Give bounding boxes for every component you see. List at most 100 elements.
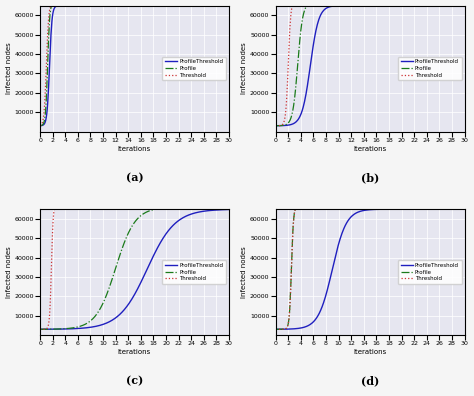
- Profile: [60, 326, 65, 331]
- Profile: [273, 327, 279, 332]
- Threshold: [175, 1, 181, 6]
- ProfileThreshold: [175, 3, 181, 8]
- ProfileThreshold: [37, 327, 43, 332]
- Threshold: [462, 204, 467, 209]
- Profile: [156, 0, 162, 5]
- Profile: [410, 0, 416, 5]
- Line: ProfileThreshold: ProfileThreshold: [276, 6, 465, 126]
- Line: Profile: Profile: [276, 3, 465, 126]
- Threshold: [273, 123, 279, 128]
- Profile: [392, 204, 398, 209]
- Threshold: [156, 1, 162, 6]
- Threshold: [37, 123, 43, 128]
- Profile: [296, 53, 301, 58]
- Threshold: [410, 204, 416, 209]
- Profile: [226, 205, 232, 209]
- Threshold: [60, 1, 65, 6]
- ProfileThreshold: [174, 3, 180, 8]
- Text: (a): (a): [126, 172, 143, 183]
- Profile: [60, 0, 65, 5]
- ProfileThreshold: [410, 207, 416, 211]
- ProfileThreshold: [99, 3, 105, 8]
- ProfileThreshold: [409, 3, 415, 8]
- ProfileThreshold: [334, 247, 340, 251]
- Profile: [83, 0, 89, 5]
- Profile: [335, 204, 340, 209]
- X-axis label: Iterations: Iterations: [354, 146, 387, 152]
- ProfileThreshold: [112, 3, 118, 8]
- Threshold: [156, 202, 162, 207]
- ProfileThreshold: [112, 316, 118, 321]
- Threshold: [330, 0, 336, 3]
- Line: ProfileThreshold: ProfileThreshold: [40, 6, 229, 126]
- X-axis label: Iterations: Iterations: [354, 349, 387, 355]
- Profile: [175, 0, 181, 5]
- Line: Threshold: Threshold: [40, 3, 229, 126]
- Threshold: [348, 0, 354, 3]
- ProfileThreshold: [156, 243, 162, 248]
- ProfileThreshold: [226, 207, 232, 212]
- Threshold: [410, 204, 415, 209]
- Profile: [174, 0, 180, 5]
- Profile: [334, 0, 340, 5]
- ProfileThreshold: [410, 3, 416, 8]
- Threshold: [392, 0, 398, 3]
- Profile: [99, 0, 105, 5]
- Threshold: [410, 0, 416, 3]
- ProfileThreshold: [409, 207, 415, 211]
- Profile: [410, 204, 415, 209]
- ProfileThreshold: [60, 327, 65, 331]
- Line: ProfileThreshold: ProfileThreshold: [40, 209, 229, 329]
- ProfileThreshold: [296, 117, 301, 122]
- ProfileThreshold: [392, 207, 397, 211]
- ProfileThreshold: [273, 123, 279, 128]
- Profile: [326, 204, 332, 209]
- Profile: [156, 206, 162, 211]
- Threshold: [37, 327, 43, 332]
- Profile: [174, 205, 180, 210]
- Profile: [112, 268, 118, 273]
- Threshold: [296, 204, 301, 209]
- Threshold: [335, 0, 340, 3]
- Threshold: [392, 204, 398, 209]
- Profile: [112, 0, 118, 5]
- Threshold: [112, 1, 118, 6]
- Threshold: [226, 202, 232, 207]
- Threshold: [462, 0, 467, 3]
- Y-axis label: Infected nodes: Infected nodes: [6, 43, 11, 94]
- Profile: [348, 204, 354, 209]
- X-axis label: Iterations: Iterations: [118, 146, 151, 152]
- ProfileThreshold: [347, 3, 353, 8]
- Threshold: [326, 204, 332, 209]
- ProfileThreshold: [392, 3, 397, 8]
- ProfileThreshold: [37, 123, 43, 128]
- Threshold: [175, 202, 181, 207]
- ProfileThreshold: [462, 3, 467, 8]
- ProfileThreshold: [334, 4, 340, 8]
- Legend: ProfileThreshold, Profile, Threshold: ProfileThreshold, Profile, Threshold: [398, 260, 462, 284]
- Legend: ProfileThreshold, Profile, Threshold: ProfileThreshold, Profile, Threshold: [162, 260, 226, 284]
- Line: Profile: Profile: [276, 206, 465, 329]
- ProfileThreshold: [60, 3, 65, 8]
- Profile: [410, 0, 415, 5]
- Legend: ProfileThreshold, Profile, Threshold: ProfileThreshold, Profile, Threshold: [162, 57, 226, 80]
- Line: ProfileThreshold: ProfileThreshold: [276, 209, 465, 329]
- Y-axis label: Infected nodes: Infected nodes: [241, 246, 247, 298]
- Threshold: [112, 202, 118, 207]
- Profile: [387, 0, 393, 5]
- ProfileThreshold: [93, 3, 99, 8]
- Profile: [226, 0, 232, 5]
- Line: Threshold: Threshold: [40, 204, 229, 329]
- ProfileThreshold: [273, 327, 279, 332]
- Text: (b): (b): [361, 172, 379, 183]
- Line: Threshold: Threshold: [276, 1, 465, 126]
- Line: Profile: Profile: [40, 3, 229, 126]
- Threshold: [86, 1, 91, 6]
- Threshold: [296, 0, 301, 3]
- Threshold: [348, 204, 354, 209]
- Profile: [462, 0, 467, 5]
- Y-axis label: Infected nodes: Infected nodes: [6, 246, 11, 298]
- Threshold: [82, 202, 87, 207]
- Threshold: [335, 204, 340, 209]
- Profile: [37, 123, 43, 128]
